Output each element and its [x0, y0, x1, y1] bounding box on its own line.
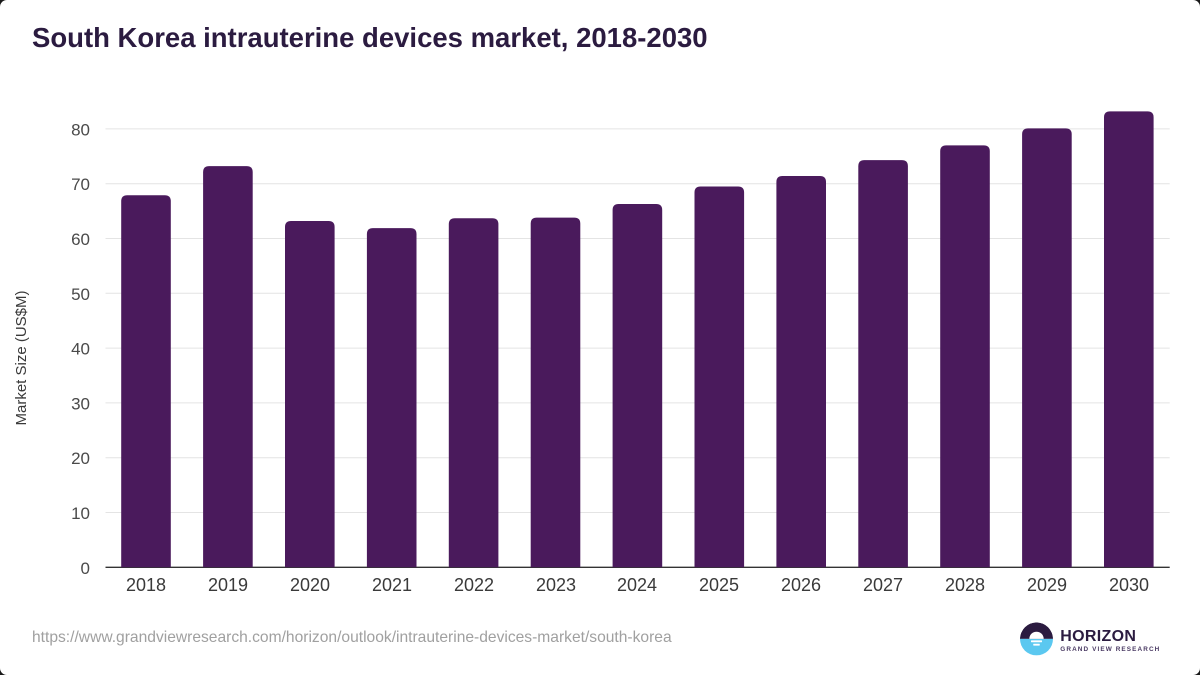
svg-text:50: 50 — [71, 285, 90, 304]
svg-text:80: 80 — [71, 120, 90, 139]
svg-text:2020: 2020 — [290, 575, 330, 595]
svg-text:2028: 2028 — [945, 575, 985, 595]
svg-text:2024: 2024 — [617, 575, 657, 595]
svg-text:60: 60 — [71, 230, 90, 249]
svg-text:2026: 2026 — [781, 575, 821, 595]
svg-text:Market Size (US$M): Market Size (US$M) — [13, 290, 30, 425]
svg-text:2022: 2022 — [454, 575, 494, 595]
svg-text:40: 40 — [71, 340, 90, 359]
svg-text:2019: 2019 — [208, 575, 248, 595]
svg-text:30: 30 — [71, 394, 90, 413]
svg-text:2025: 2025 — [699, 575, 739, 595]
svg-text:2023: 2023 — [536, 575, 576, 595]
svg-text:HORIZON: HORIZON — [1060, 628, 1136, 645]
svg-text:2027: 2027 — [863, 575, 903, 595]
svg-text:10: 10 — [71, 504, 90, 523]
svg-text:2029: 2029 — [1027, 575, 1067, 595]
svg-text:GRAND VIEW RESEARCH: GRAND VIEW RESEARCH — [1060, 646, 1160, 653]
svg-text:70: 70 — [71, 175, 90, 194]
svg-text:0: 0 — [81, 559, 90, 578]
svg-text:2018: 2018 — [126, 575, 166, 595]
svg-text:20: 20 — [71, 449, 90, 468]
svg-text:2021: 2021 — [372, 575, 412, 595]
svg-text:2030: 2030 — [1109, 575, 1149, 595]
